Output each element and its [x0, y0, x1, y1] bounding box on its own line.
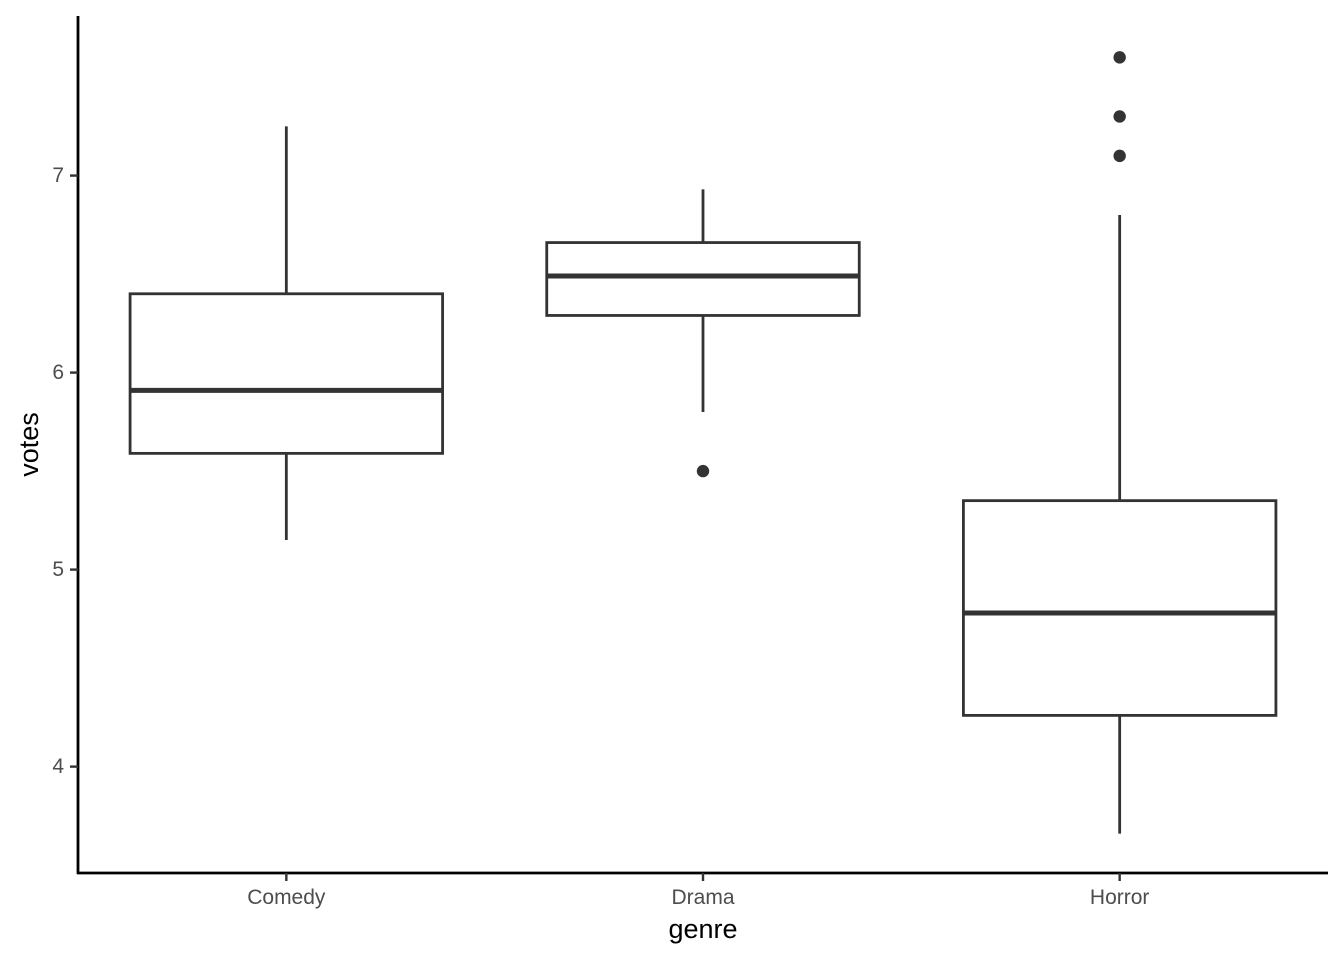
- x-tick-label-drama: Drama: [671, 886, 734, 909]
- box-comedy: [128, 292, 444, 455]
- x-tick-label-comedy: Comedy: [247, 886, 326, 909]
- y-tick-label-6: 6: [52, 361, 64, 384]
- y-tick-label-5: 5: [52, 558, 64, 581]
- y-axis-title: votes: [14, 412, 44, 477]
- outlier-drama-1: [696, 464, 710, 478]
- boxes-layer: [128, 51, 1278, 834]
- box-group-drama: [545, 189, 861, 478]
- x-axis-title: genre: [668, 914, 737, 944]
- box-horror: [962, 499, 1278, 717]
- x-tick-label-horror: Horror: [1090, 886, 1150, 909]
- box-drama: [545, 241, 861, 317]
- outlier-horror-2: [1113, 110, 1126, 123]
- outlier-horror-1: [1113, 149, 1126, 163]
- box-group-horror: [962, 51, 1278, 834]
- y-tick-label-4: 4: [52, 755, 64, 778]
- x-ticks: Comedy Drama Horror: [247, 873, 1149, 909]
- outlier-horror-3: [1113, 51, 1126, 64]
- y-ticks: 4 5 6 7: [52, 164, 78, 778]
- box-group-comedy: [128, 126, 444, 541]
- y-tick-label-7: 7: [52, 164, 64, 187]
